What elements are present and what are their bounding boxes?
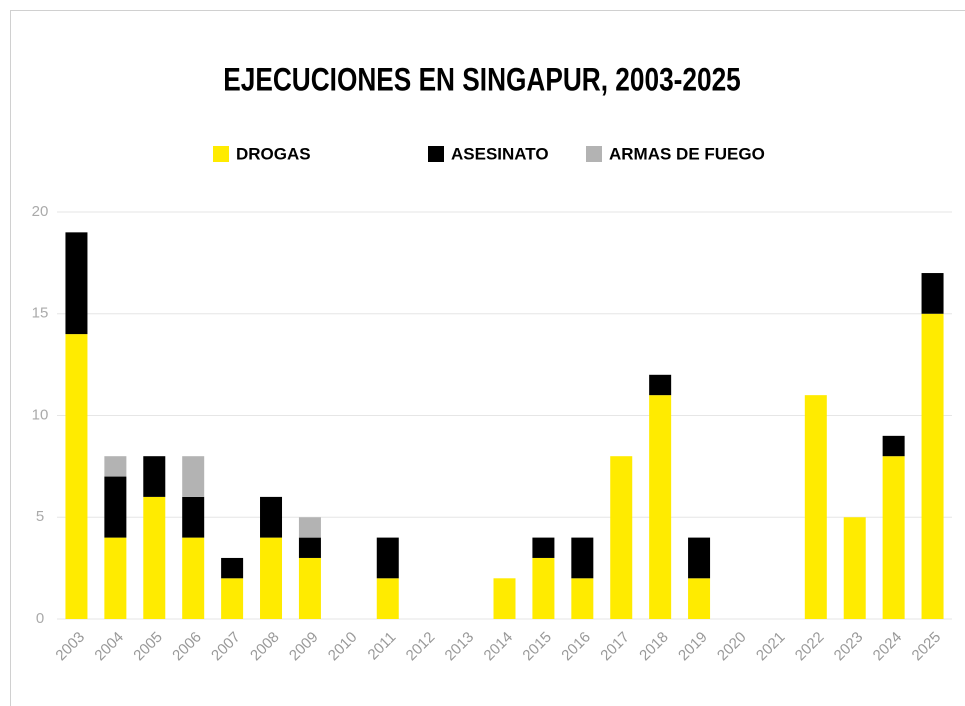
bar-segment [143,456,166,497]
x-tick-label: 2010 [325,629,361,665]
x-tick-label: 2020 [714,629,750,665]
bar-segment [804,395,827,619]
bar-segment [688,537,711,579]
bar-segment [221,557,244,579]
x-tick-label: 2017 [597,629,633,665]
x-tick-label: 2007 [208,629,244,665]
bar-segment [182,496,205,538]
bar-segment [104,456,127,477]
x-tick-label: 2005 [130,629,166,665]
bar-segment [298,517,321,538]
bar-segment [882,456,905,619]
bar-segment [104,537,127,619]
x-tick-label: 2022 [792,629,828,665]
x-tick-label: 2018 [636,629,672,665]
bar-segment [882,435,905,457]
bar-segment [298,557,321,619]
bar-segment [571,537,594,579]
bar-segment [65,232,88,335]
frame [10,10,965,706]
legend-label: DROGAS [236,144,311,163]
bar-segment [532,557,555,619]
bar-segment [843,517,866,619]
bar-segment [260,496,283,538]
x-tick-label: 2015 [519,629,555,665]
y-tick-label: 0 [36,610,44,627]
x-tick-label: 2009 [286,629,322,665]
x-tick-label: 2004 [91,629,127,665]
x-tick-label: 2019 [675,629,711,665]
legend-swatch [428,146,444,162]
chart-title: EJECUCIONES EN SINGAPUR, 2003-2025 [223,63,740,98]
bar-segment [649,374,672,396]
legend-swatch [586,146,602,162]
legend-swatch [213,146,229,162]
bar-segment [376,578,399,619]
x-tick-label: 2011 [365,629,400,664]
x-tick-label: 2021 [753,629,789,665]
bar-segment [688,578,711,619]
legend-label: ASESINATO [451,144,549,163]
bar-segment [493,578,516,619]
bar-segment [532,537,555,558]
y-tick-label: 15 [32,305,49,322]
x-tick-label: 2006 [169,629,205,665]
bar-segment [221,578,244,619]
bar-segment [182,456,205,497]
bar-segment [921,273,944,314]
y-tick-label: 5 [36,508,44,525]
bar-segment [376,537,399,579]
y-tick-label: 20 [32,203,49,220]
bar-segment [649,395,672,619]
x-tick-label: 2016 [558,629,594,665]
x-tick-label: 2008 [247,629,283,665]
x-tick-label: 2012 [403,629,439,665]
x-tick-label: 2023 [831,629,867,665]
x-tick-label: 2014 [481,629,517,665]
bar-segment [571,578,594,619]
bar-segment [610,456,633,619]
bar-segment [298,537,321,558]
bar-segment [143,496,166,619]
x-tick-label: 2025 [909,629,945,665]
x-tick-label: 2024 [870,629,906,665]
bar-segment [921,313,944,619]
bar-segment [65,334,88,619]
x-tick-label: 2003 [52,629,88,665]
legend-label: ARMAS DE FUEGO [609,144,765,163]
x-tick-label: 2013 [442,629,478,665]
y-tick-label: 10 [32,406,49,423]
bar-segment [260,537,283,619]
bar-segment [104,476,127,538]
bar-segment [182,537,205,619]
